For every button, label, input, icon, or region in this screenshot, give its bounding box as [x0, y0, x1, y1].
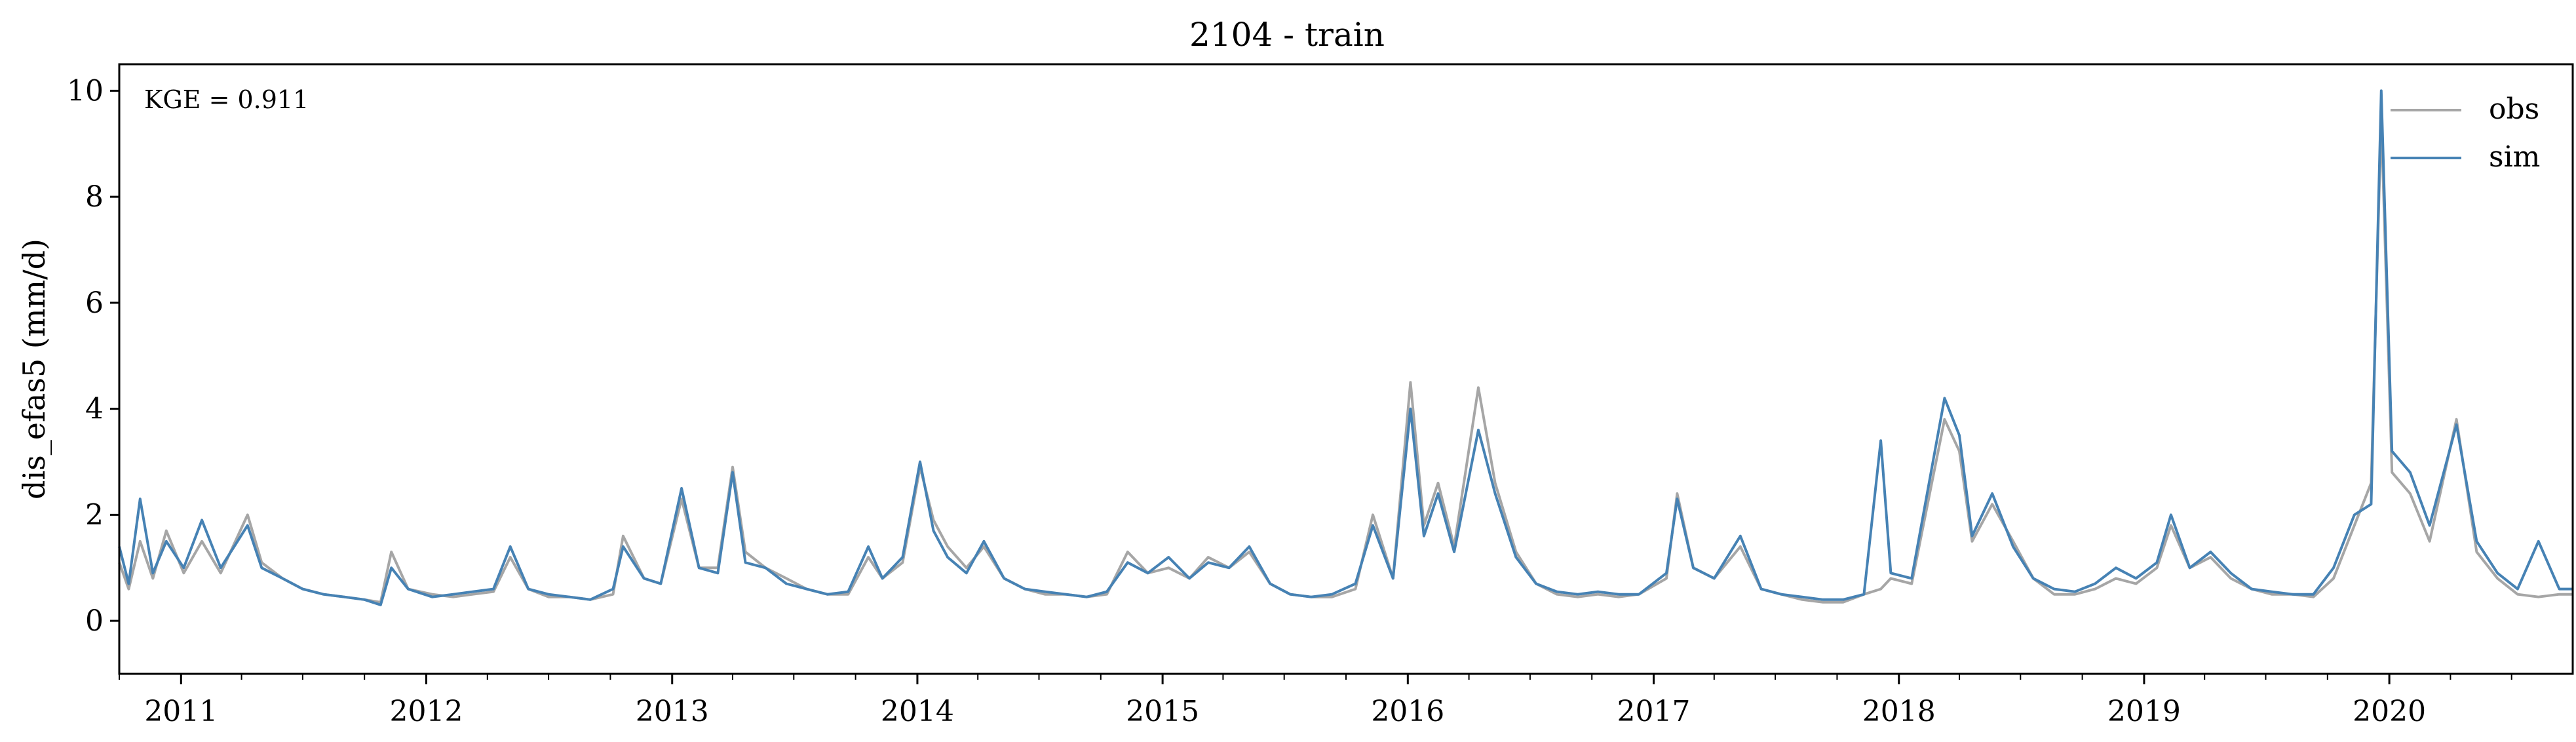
x-tick-label: 2020	[2353, 695, 2426, 728]
x-tick-label: 2012	[390, 695, 463, 728]
plot-area: 2011 2012 2013 2014 2015 2016 2017 2018 2019 2020…	[67, 63, 2574, 728]
y-tick-label: 0	[85, 604, 104, 638]
x-tick-label: 2016	[1371, 695, 1444, 728]
y-tick-label: 2	[85, 498, 104, 532]
y-axis-label: dis_efas5 (mm/d)	[16, 239, 52, 499]
y-tick-label: 4	[85, 393, 104, 426]
plot-frame	[118, 63, 2574, 675]
x-tick-label: 2011	[144, 695, 218, 728]
y-axis-ticks: 0 2 4 6 8 10	[67, 74, 119, 638]
x-tick-label: 2017	[1617, 695, 1691, 728]
series-layer	[118, 89, 2573, 606]
y-tick-label: 10	[67, 74, 104, 107]
kge-annotation: KGE = 0.911	[144, 85, 309, 114]
x-tick-label: 2015	[1126, 695, 1199, 728]
series-line-sim	[118, 89, 2573, 606]
x-axis-ticks: 2011 2012 2013 2014 2015 2016 2017 2018 2019 2020	[119, 674, 2512, 728]
x-tick-label: 2019	[2107, 695, 2181, 728]
x-tick-label: 2013	[636, 695, 709, 728]
legend-label-obs: obs	[2489, 92, 2539, 126]
x-tick-label: 2018	[1862, 695, 1936, 728]
chart-title: 2104 - train	[1189, 16, 1385, 54]
legend-label-sim: sim	[2489, 140, 2540, 174]
y-tick-label: 6	[85, 286, 104, 320]
y-tick-label: 8	[85, 180, 104, 214]
legend: obs sim	[2391, 92, 2540, 174]
x-tick-label: 2014	[881, 695, 954, 728]
